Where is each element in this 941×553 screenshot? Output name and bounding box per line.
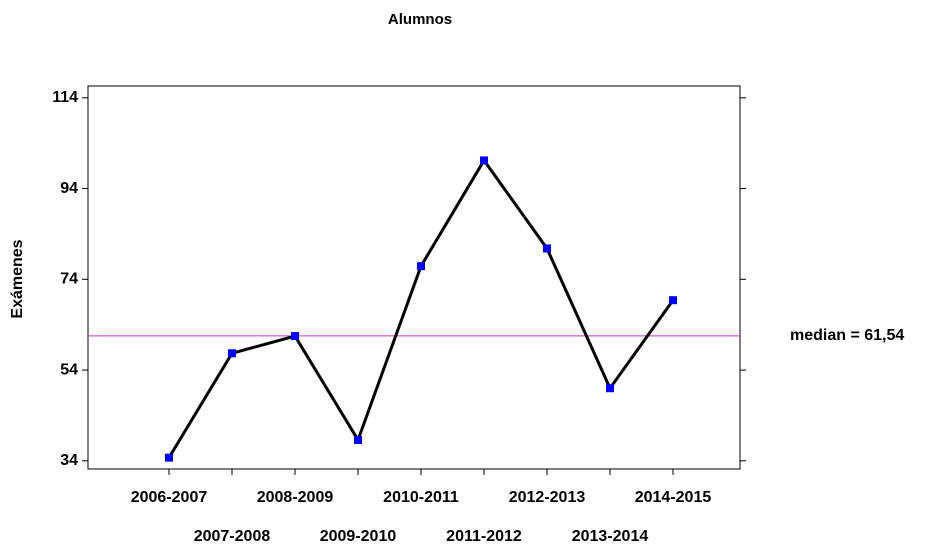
- x-tick-label: 2010-2011: [383, 489, 459, 506]
- plot-frame: [87, 85, 741, 470]
- x-tick-label: 2006-2007: [131, 489, 208, 506]
- y-tick-label: 94: [60, 180, 78, 197]
- y-tick-label: 114: [52, 89, 78, 106]
- median-label: median = 61,54: [790, 327, 904, 344]
- marker: [480, 156, 488, 165]
- y-tick-label: 34: [60, 452, 78, 469]
- x-tick-label: 2012-2013: [509, 489, 586, 506]
- y-tick-label: 54: [60, 361, 78, 378]
- x-tick-label: 2007-2008: [194, 528, 271, 545]
- marker: [291, 332, 299, 341]
- marker: [354, 435, 362, 444]
- marker: [669, 296, 677, 305]
- marker: [228, 349, 236, 358]
- line: [167, 158, 675, 459]
- x-tick-label: 2011-2012: [446, 528, 522, 545]
- x-tick-label: 2014-2015: [635, 489, 712, 506]
- y-axis-label: Exámenes: [9, 239, 26, 318]
- x-tick-label: 2009-2010: [320, 528, 397, 545]
- marker: [417, 262, 425, 271]
- marker: [543, 244, 551, 253]
- marker: [606, 384, 614, 393]
- x-tick-label: 2013-2014: [572, 528, 649, 545]
- y-tick-label: 74: [60, 271, 78, 288]
- marker: [165, 453, 173, 462]
- x-tick-label: 2008-2009: [257, 489, 334, 506]
- chart-title: Alumnos: [388, 11, 452, 28]
